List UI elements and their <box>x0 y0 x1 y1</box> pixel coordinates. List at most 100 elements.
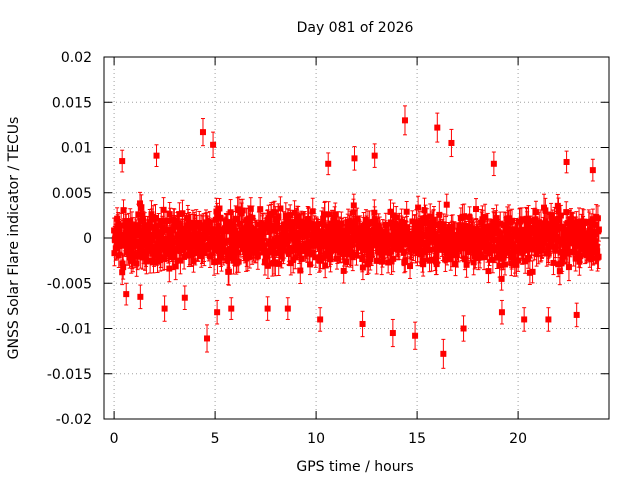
data-point <box>115 252 122 259</box>
data-point <box>273 242 280 249</box>
data-point <box>522 226 529 233</box>
data-point <box>164 227 171 234</box>
data-point <box>390 255 397 262</box>
data-point <box>231 252 238 259</box>
data-point <box>509 226 516 233</box>
data-point <box>244 223 251 230</box>
data-point <box>518 216 525 223</box>
data-point <box>166 265 173 272</box>
data-point <box>485 268 492 275</box>
data-point <box>515 257 522 264</box>
data-point <box>195 245 202 252</box>
data-point <box>350 202 357 209</box>
data-point <box>385 259 392 266</box>
data-point <box>169 242 176 249</box>
data-point <box>332 211 339 218</box>
data-point <box>472 251 479 258</box>
data-point <box>206 219 213 226</box>
data-point <box>522 258 529 265</box>
data-point <box>264 262 271 269</box>
data-point <box>343 258 350 265</box>
data-point <box>159 224 166 231</box>
data-point <box>143 258 150 265</box>
data-point <box>341 245 348 252</box>
data-point <box>349 254 356 261</box>
data-point <box>230 221 237 228</box>
data-point <box>455 246 462 253</box>
data-point <box>524 219 531 226</box>
data-point <box>161 254 168 261</box>
data-point <box>368 252 375 259</box>
data-series <box>111 105 602 369</box>
data-point <box>353 251 360 258</box>
data-point <box>227 245 234 252</box>
data-point <box>396 244 403 251</box>
data-point <box>403 208 410 215</box>
data-point <box>137 239 144 246</box>
data-point <box>179 210 186 217</box>
data-point <box>331 238 338 245</box>
data-point <box>447 255 454 262</box>
data-point <box>150 259 157 266</box>
data-point <box>309 249 316 256</box>
data-point <box>198 253 205 260</box>
data-point <box>211 259 218 266</box>
data-point <box>358 234 365 241</box>
data-point <box>342 227 349 234</box>
data-point <box>247 205 254 212</box>
data-point <box>215 222 222 229</box>
data-point <box>214 213 221 220</box>
data-point <box>387 219 394 226</box>
data-point <box>120 264 127 271</box>
data-point <box>218 254 225 261</box>
data-point <box>172 239 179 246</box>
data-point <box>216 205 223 212</box>
data-point <box>249 214 256 221</box>
data-point <box>335 220 342 227</box>
data-point <box>119 260 126 267</box>
data-point <box>524 247 531 254</box>
data-point <box>262 223 269 230</box>
data-point <box>467 247 474 254</box>
data-point <box>485 242 492 249</box>
data-point <box>304 246 311 253</box>
data-point <box>212 236 219 243</box>
data-point <box>348 249 355 256</box>
data-point <box>420 261 427 268</box>
data-point <box>298 255 305 262</box>
data-point <box>339 227 346 234</box>
data-point <box>145 224 152 231</box>
data-point <box>201 250 208 257</box>
data-point <box>239 207 246 214</box>
data-point <box>212 216 219 223</box>
data-point <box>135 222 142 229</box>
data-point <box>244 236 251 243</box>
data-point <box>444 250 451 257</box>
data-point <box>357 226 364 233</box>
data-point <box>363 237 370 244</box>
data-point <box>475 254 482 261</box>
data-point <box>329 232 336 239</box>
data-point <box>263 253 270 260</box>
data-point <box>204 242 211 249</box>
data-point <box>236 220 243 227</box>
data-point <box>301 220 308 227</box>
data-point <box>189 243 196 250</box>
data-point <box>291 209 298 216</box>
data-point <box>214 258 221 265</box>
data-point <box>297 267 304 274</box>
data-point <box>238 210 245 217</box>
data-point <box>246 253 253 260</box>
data-point <box>503 239 510 246</box>
data-point <box>365 231 372 238</box>
data-point <box>232 246 239 253</box>
data-point <box>282 227 289 234</box>
data-point <box>529 268 536 275</box>
data-point <box>321 211 328 218</box>
data-point <box>280 247 287 254</box>
data-point <box>235 258 242 265</box>
data-point <box>148 233 155 240</box>
data-point <box>128 222 135 229</box>
data-point <box>373 257 380 264</box>
